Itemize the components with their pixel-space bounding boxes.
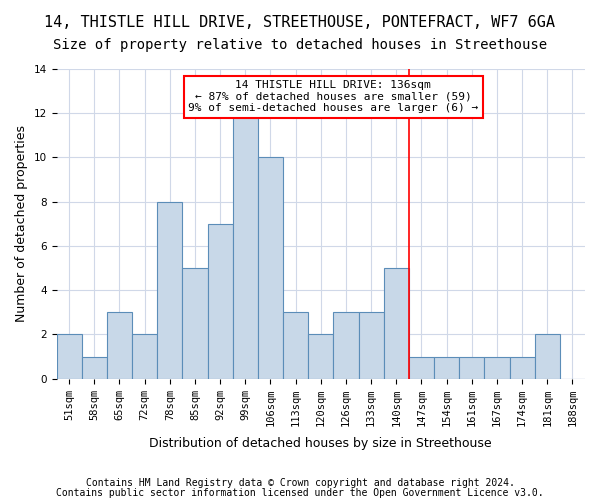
- Text: Contains HM Land Registry data © Crown copyright and database right 2024.: Contains HM Land Registry data © Crown c…: [86, 478, 514, 488]
- Bar: [434, 356, 459, 378]
- Bar: [334, 312, 359, 378]
- Bar: [258, 158, 283, 378]
- Bar: [283, 312, 308, 378]
- Bar: [233, 113, 258, 378]
- Bar: [107, 312, 132, 378]
- X-axis label: Distribution of detached houses by size in Streethouse: Distribution of detached houses by size …: [149, 437, 492, 450]
- Bar: [208, 224, 233, 378]
- Bar: [535, 334, 560, 378]
- Bar: [383, 268, 409, 378]
- Text: 14 THISTLE HILL DRIVE: 136sqm
← 87% of detached houses are smaller (59)
9% of se: 14 THISTLE HILL DRIVE: 136sqm ← 87% of d…: [188, 80, 478, 114]
- Text: 14, THISTLE HILL DRIVE, STREETHOUSE, PONTEFRACT, WF7 6GA: 14, THISTLE HILL DRIVE, STREETHOUSE, PON…: [44, 15, 556, 30]
- Bar: [308, 334, 334, 378]
- Text: Contains public sector information licensed under the Open Government Licence v3: Contains public sector information licen…: [56, 488, 544, 498]
- Y-axis label: Number of detached properties: Number of detached properties: [15, 126, 28, 322]
- Bar: [409, 356, 434, 378]
- Bar: [182, 268, 208, 378]
- Bar: [132, 334, 157, 378]
- Text: Size of property relative to detached houses in Streethouse: Size of property relative to detached ho…: [53, 38, 547, 52]
- Bar: [459, 356, 484, 378]
- Bar: [82, 356, 107, 378]
- Bar: [484, 356, 509, 378]
- Bar: [359, 312, 383, 378]
- Bar: [509, 356, 535, 378]
- Bar: [56, 334, 82, 378]
- Bar: [157, 202, 182, 378]
